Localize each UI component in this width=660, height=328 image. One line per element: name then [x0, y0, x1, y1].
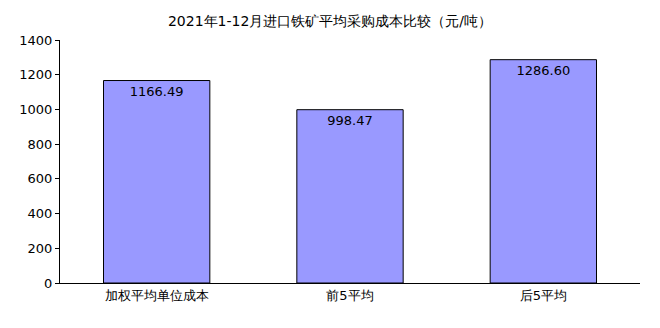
svg-text:2021年1-12月进口铁矿平均采购成本比较（元/吨）: 2021年1-12月进口铁矿平均采购成本比较（元/吨） — [168, 13, 492, 29]
svg-text:1400: 1400 — [19, 33, 52, 48]
svg-text:200: 200 — [28, 241, 53, 256]
svg-text:前5平均: 前5平均 — [326, 288, 373, 303]
svg-text:加权平均单位成本: 加权平均单位成本 — [105, 288, 209, 303]
svg-text:0: 0 — [44, 276, 52, 291]
svg-text:1166.49: 1166.49 — [130, 84, 184, 99]
svg-text:998.47: 998.47 — [327, 113, 373, 128]
svg-text:1286.60: 1286.60 — [516, 63, 570, 78]
svg-text:600: 600 — [28, 171, 53, 186]
svg-text:后5平均: 后5平均 — [520, 288, 567, 303]
svg-text:800: 800 — [28, 137, 53, 152]
svg-text:400: 400 — [28, 206, 53, 221]
svg-text:1200: 1200 — [19, 67, 52, 82]
svg-text:1000: 1000 — [19, 102, 52, 117]
